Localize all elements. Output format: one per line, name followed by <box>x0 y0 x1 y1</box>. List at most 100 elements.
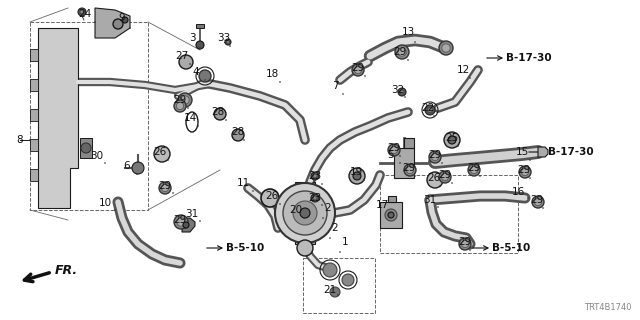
Circle shape <box>400 90 404 94</box>
Text: 31: 31 <box>424 195 436 205</box>
Circle shape <box>311 194 319 202</box>
Text: 4: 4 <box>193 67 199 77</box>
Circle shape <box>399 162 401 164</box>
Circle shape <box>469 249 471 251</box>
Text: 29: 29 <box>438 170 452 180</box>
Text: 29: 29 <box>403 163 415 173</box>
Circle shape <box>329 237 331 239</box>
Polygon shape <box>30 49 38 61</box>
Circle shape <box>448 136 456 144</box>
Text: B-5-10: B-5-10 <box>226 243 264 253</box>
Circle shape <box>427 172 443 188</box>
Circle shape <box>229 45 231 47</box>
Circle shape <box>313 196 317 200</box>
Text: 24: 24 <box>78 9 92 19</box>
Circle shape <box>399 155 401 157</box>
Circle shape <box>388 212 394 218</box>
Circle shape <box>395 45 409 59</box>
Text: 29: 29 <box>387 143 401 153</box>
Circle shape <box>197 125 199 127</box>
Text: 29: 29 <box>158 181 172 191</box>
Circle shape <box>252 190 254 192</box>
Circle shape <box>451 182 453 184</box>
Circle shape <box>132 162 144 174</box>
Text: 29: 29 <box>173 95 187 105</box>
Text: 16: 16 <box>511 187 525 197</box>
Circle shape <box>303 217 305 219</box>
Text: 2: 2 <box>324 203 332 213</box>
Polygon shape <box>30 79 38 91</box>
Polygon shape <box>295 182 315 190</box>
Circle shape <box>414 41 416 43</box>
Circle shape <box>279 81 281 83</box>
Text: 25: 25 <box>445 133 459 143</box>
Circle shape <box>283 191 327 235</box>
Circle shape <box>529 159 531 161</box>
Bar <box>380 175 518 253</box>
Circle shape <box>189 63 191 65</box>
Circle shape <box>293 201 317 225</box>
Polygon shape <box>182 218 195 232</box>
Circle shape <box>311 172 319 180</box>
Text: FR.: FR. <box>55 263 78 276</box>
Text: 7: 7 <box>332 81 339 91</box>
Text: 31: 31 <box>186 209 198 219</box>
Circle shape <box>80 10 84 14</box>
Text: 29: 29 <box>517 165 531 175</box>
Circle shape <box>342 274 354 286</box>
Circle shape <box>407 59 409 61</box>
Circle shape <box>459 238 471 250</box>
Polygon shape <box>30 169 38 181</box>
Text: 29: 29 <box>173 215 187 225</box>
Text: 30: 30 <box>90 151 104 161</box>
Text: 20: 20 <box>289 205 303 215</box>
Circle shape <box>104 162 106 164</box>
Circle shape <box>439 171 451 183</box>
Text: 27: 27 <box>175 51 189 61</box>
Circle shape <box>159 182 171 194</box>
Text: TRT4B1740: TRT4B1740 <box>584 303 632 312</box>
Circle shape <box>339 251 341 253</box>
Text: 10: 10 <box>99 198 111 208</box>
Circle shape <box>433 115 435 117</box>
Text: 15: 15 <box>515 147 529 157</box>
Circle shape <box>441 162 443 164</box>
Text: 2: 2 <box>332 223 339 233</box>
Circle shape <box>177 102 184 109</box>
Circle shape <box>178 93 192 107</box>
Circle shape <box>181 96 189 104</box>
Circle shape <box>470 166 477 173</box>
Circle shape <box>275 183 335 243</box>
Circle shape <box>199 220 201 222</box>
Circle shape <box>364 179 365 181</box>
Circle shape <box>300 208 310 218</box>
Text: 21: 21 <box>323 285 337 295</box>
Circle shape <box>330 287 340 297</box>
Circle shape <box>442 44 450 52</box>
Polygon shape <box>394 148 414 178</box>
Circle shape <box>429 151 441 163</box>
Circle shape <box>114 209 116 211</box>
Circle shape <box>437 206 439 208</box>
Circle shape <box>442 173 449 180</box>
Bar <box>30 22 148 210</box>
Polygon shape <box>295 236 315 244</box>
Circle shape <box>414 175 416 177</box>
Circle shape <box>136 173 138 175</box>
Circle shape <box>196 41 204 49</box>
Text: 23: 23 <box>308 193 322 203</box>
Text: 17: 17 <box>376 200 388 210</box>
Circle shape <box>406 166 413 173</box>
Polygon shape <box>380 202 402 228</box>
Circle shape <box>364 75 366 77</box>
Text: 11: 11 <box>236 178 250 188</box>
Circle shape <box>532 196 544 208</box>
Circle shape <box>461 240 468 248</box>
Circle shape <box>431 153 438 161</box>
Circle shape <box>187 107 189 109</box>
Circle shape <box>78 8 86 16</box>
Circle shape <box>322 217 324 219</box>
Circle shape <box>439 41 453 55</box>
Circle shape <box>479 175 481 177</box>
Polygon shape <box>80 138 92 158</box>
